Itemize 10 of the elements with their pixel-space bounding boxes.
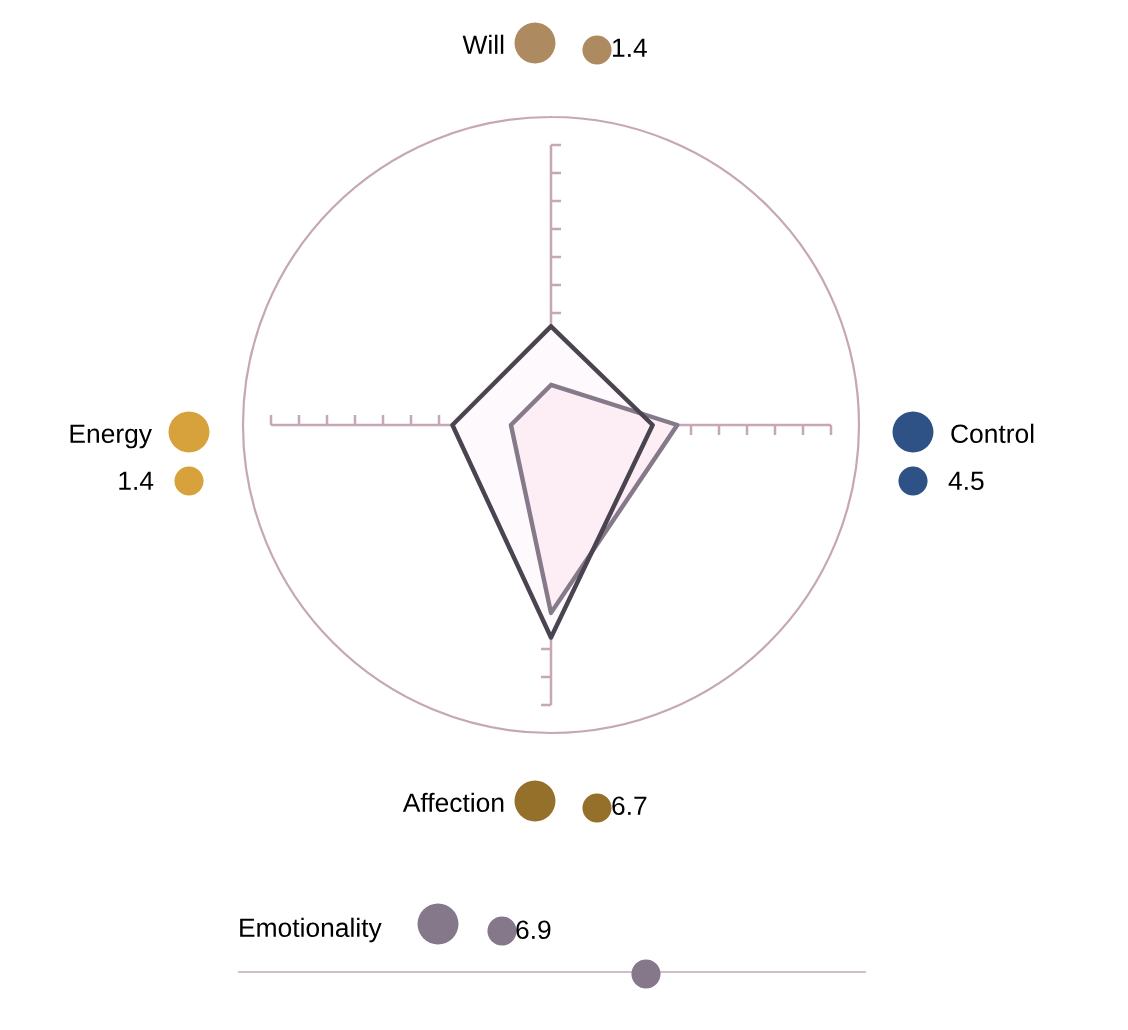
text: 4.5 (948, 471, 984, 491)
text: 1.4 (119, 471, 154, 490)
text: 6.7 (612, 796, 647, 816)
data-label: 6.9 (516, 920, 551, 940)
spoke-label: Will (462, 34, 504, 54)
spoke-label: Affection (402, 792, 504, 813)
spoke-label: Control (951, 423, 1034, 444)
text: 1.4 (613, 38, 647, 57)
category-label: Emotionality (240, 917, 382, 943)
spoke-label: Energy (70, 424, 152, 449)
